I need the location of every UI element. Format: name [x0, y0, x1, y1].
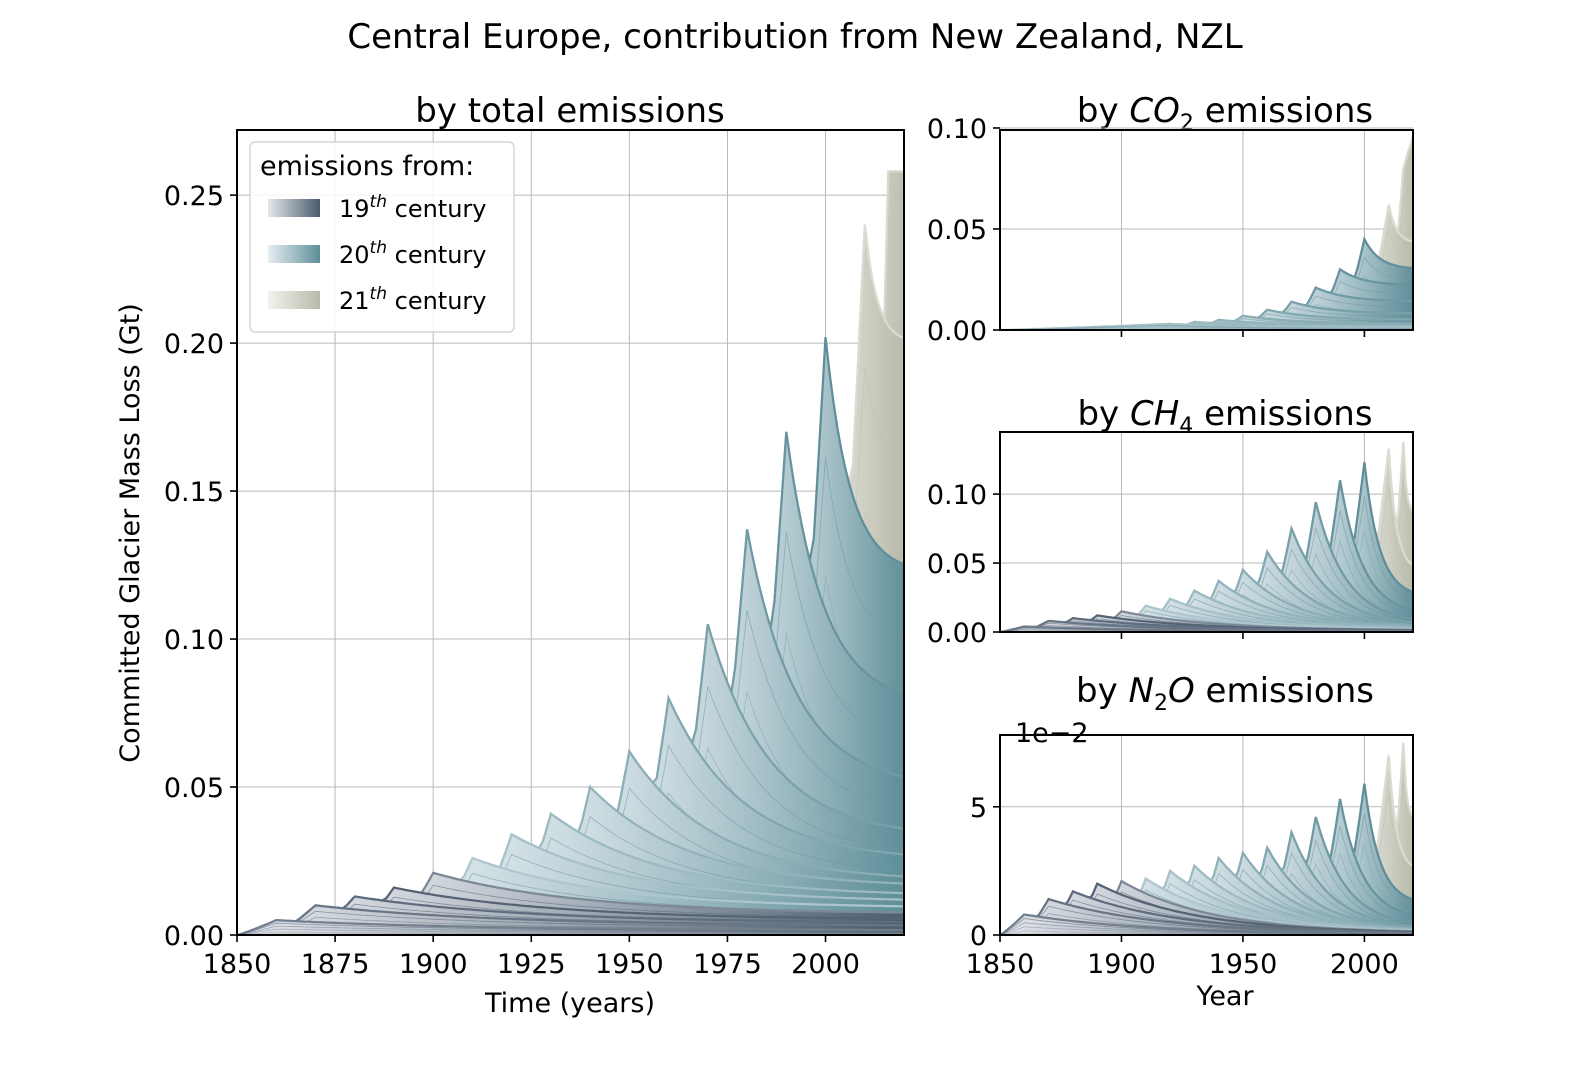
ch4-ytick-label: 0.00 — [927, 618, 987, 649]
total-frame — [236, 129, 905, 936]
legend-label-rest: century — [387, 195, 487, 223]
legend-label-rest: century — [387, 241, 487, 269]
legend-swatch — [268, 199, 320, 217]
n2o-title-formula2: O — [1168, 671, 1195, 711]
ch4-frame — [999, 431, 1414, 633]
ch4-ytick-label: 0.05 — [927, 549, 987, 580]
total-xtick-label: 1900 — [399, 949, 468, 980]
total-band-line — [362, 884, 904, 930]
figure-suptitle: Central Europe, contribution from New Ze… — [347, 17, 1242, 57]
ch4-title-prefix: by — [1077, 394, 1130, 434]
total-band-line — [244, 910, 904, 934]
ch4-title: by CH4 emissions — [1077, 394, 1372, 439]
total-ytick-label: 0.25 — [164, 181, 224, 212]
legend-box — [249, 141, 515, 333]
n2o-xtick-label: 1950 — [1209, 949, 1278, 980]
total-xtick-label: 1875 — [301, 949, 370, 980]
co2-frame — [999, 129, 1414, 331]
legend-label: 21th century — [339, 284, 487, 315]
panel-co2-emissions: by CO2 emissions 0.00 0.05 0.10 — [927, 91, 1414, 347]
panel-ch4-emissions: by CH4 emissions 0.00 0.05 0.10 — [927, 394, 1414, 649]
legend-label-sup: th — [370, 284, 387, 304]
legend-label-base: 20 — [339, 241, 370, 269]
n2o-title-suffix: emissions — [1195, 671, 1374, 711]
total-xtick-label: 1950 — [595, 949, 664, 980]
total-xtick-label: 1925 — [497, 949, 566, 980]
legend-item-19th-century: 19th century — [268, 192, 487, 223]
n2o-offset-text: 1e−2 — [1015, 718, 1089, 749]
panel-n2o-emissions: by N2O emissions 1e−2 1850 1900 1950 2000 0… — [966, 671, 1414, 1012]
total-ytick-label: 0.00 — [164, 921, 224, 952]
co2-areas — [1000, 135, 1413, 330]
total-ytick-label: 0.10 — [164, 625, 224, 656]
n2o-xtick-label: 2000 — [1330, 949, 1399, 980]
total-title: by total emissions — [415, 91, 725, 131]
total-ytick-label: 0.15 — [164, 477, 224, 508]
legend-label: 19th century — [339, 192, 487, 223]
legend-item-21th-century: 21th century — [268, 284, 487, 315]
n2o-xtick-label: 1900 — [1087, 949, 1156, 980]
n2o-xticks: 1850 1900 1950 2000 — [966, 935, 1399, 980]
total-xtick-label: 2000 — [791, 949, 860, 980]
n2o-areas — [1000, 742, 1413, 935]
total-xticks: 1850 1875 1900 1925 1950 1975 2000 — [203, 935, 860, 980]
co2-ytick-label: 0.00 — [927, 316, 987, 347]
legend-label-sup: th — [370, 238, 387, 258]
total-band-line — [237, 922, 904, 935]
ch4-yticks: 0.00 0.05 0.10 — [927, 480, 1000, 649]
co2-title: by CO2 emissions — [1077, 91, 1373, 136]
n2o-band-line — [1000, 918, 1413, 935]
ch4-title-suffix: emissions — [1193, 394, 1372, 434]
total-band-line — [237, 928, 904, 935]
legend-swatch — [268, 245, 320, 263]
legend-item-20th-century: 20th century — [268, 238, 487, 269]
co2-band-line — [1000, 324, 1413, 330]
n2o-xtick-label: 1850 — [966, 949, 1035, 980]
total-ytick-label: 0.20 — [164, 329, 224, 360]
total-band-line — [237, 925, 904, 935]
co2-title-prefix: by — [1077, 91, 1130, 131]
n2o-title-prefix: by — [1076, 671, 1129, 711]
total-ytick-label: 0.05 — [164, 773, 224, 804]
total-ylabel: Committed Glacier Mass Loss (Gt) — [115, 303, 146, 763]
total-xtick-label: 1850 — [203, 949, 272, 980]
n2o-title-formula: N — [1129, 671, 1154, 711]
legend-label-base: 19 — [339, 195, 370, 223]
n2o-ytick-label: 0 — [970, 921, 987, 952]
ch4-title-subscript: 4 — [1179, 414, 1193, 439]
n2o-ytick-label: 5 — [970, 793, 987, 824]
co2-yticks: 0.00 0.05 0.10 — [927, 114, 1000, 347]
co2-title-formula: CO — [1129, 91, 1180, 131]
n2o-title-subscript: 2 — [1154, 691, 1168, 716]
ch4-areas — [1000, 441, 1413, 632]
co2-title-suffix: emissions — [1194, 91, 1373, 131]
total-xlabel: Time (years) — [484, 988, 655, 1019]
legend-label-base: 21 — [339, 287, 370, 315]
ch4-xticks — [1120, 632, 1366, 639]
legend-label-sup: th — [370, 192, 387, 212]
ch4-ytick-label: 0.10 — [927, 480, 987, 511]
n2o-yticks: 05 — [970, 793, 1000, 952]
panel-total-emissions: by total emissions 1850 1875 1900 1925 1950 1… — [115, 91, 905, 1019]
co2-ytick-label: 0.10 — [927, 114, 987, 145]
legend-label: 20th century — [339, 238, 487, 269]
total-yticks: 0.00 0.05 0.10 0.15 0.20 0.25 — [164, 181, 237, 952]
co2-ytick-label: 0.05 — [927, 215, 987, 246]
n2o-xlabel: Year — [1195, 981, 1254, 1012]
n2o-title: by N2O emissions — [1076, 671, 1374, 716]
total-areas — [237, 170, 904, 935]
ch4-title-formula: CH — [1130, 394, 1179, 434]
total-xtick-label: 1975 — [693, 949, 762, 980]
legend-swatch — [268, 291, 320, 309]
legend-label-rest: century — [387, 287, 487, 315]
co2-title-subscript: 2 — [1180, 111, 1194, 136]
co2-xticks — [1120, 330, 1366, 337]
n2o-frame — [999, 734, 1414, 936]
legend-title: emissions from: — [260, 151, 474, 182]
